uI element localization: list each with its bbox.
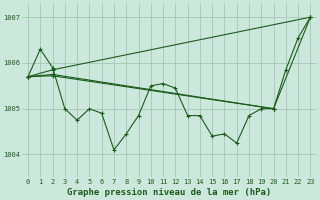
X-axis label: Graphe pression niveau de la mer (hPa): Graphe pression niveau de la mer (hPa) (67, 188, 271, 197)
